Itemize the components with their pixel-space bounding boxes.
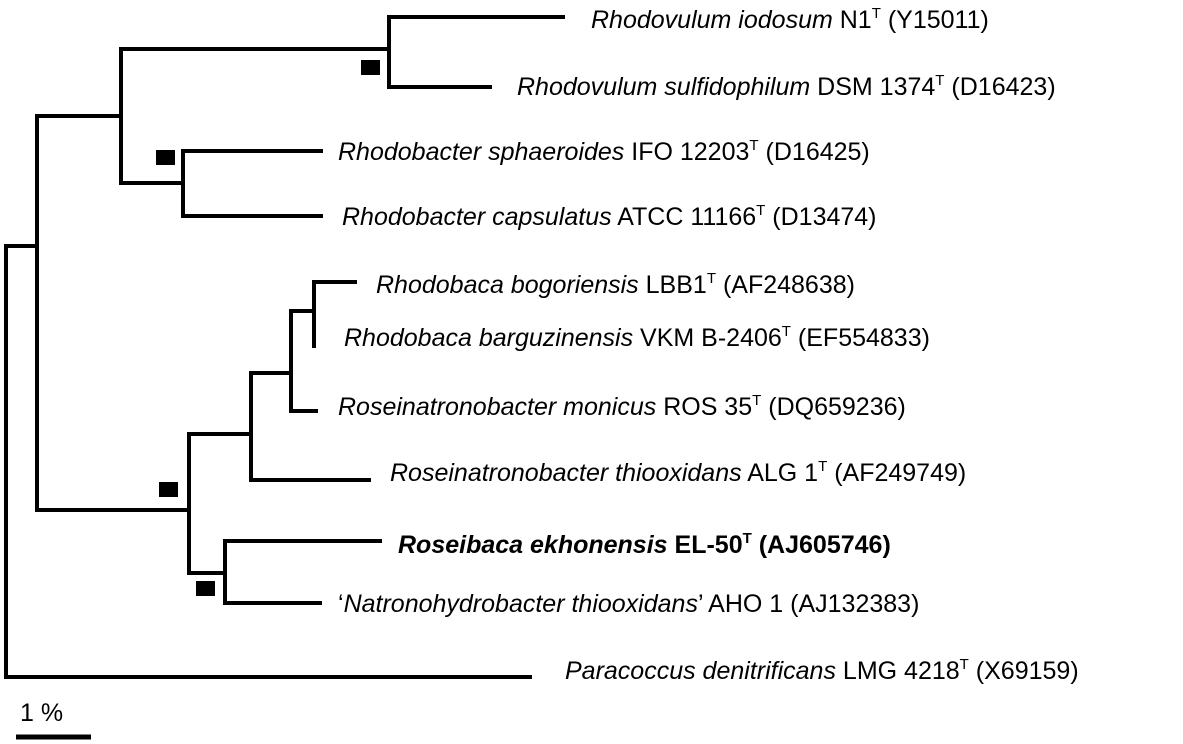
taxon-label: ‘Natronohydrobacter thiooxidans’ AHO 1 (… [338, 590, 919, 618]
taxon-label: Rhodobacter capsulatus ATCC 11166T (D134… [342, 202, 877, 231]
taxon-label: Rhodovulum iodosum N1T (Y15011) [591, 5, 989, 34]
scale-bar: 1 % [16, 699, 91, 740]
node-marker-rhodovulum [361, 60, 380, 75]
taxon-label: Roseinatronobacter thiooxidans ALG 1T (A… [390, 458, 966, 487]
node-marker-rhodobacter [156, 150, 175, 165]
scale-bar-label: 1 % [20, 699, 63, 727]
taxon-label: Rhodobaca bogoriensis LBB1T (AF248638) [376, 270, 855, 299]
taxon-labels: Rhodovulum iodosum N1T (Y15011) Rhodovul… [338, 5, 1079, 685]
taxon-label-highlighted: Roseibaca ekhonensis EL-50T (AJ605746) [398, 530, 891, 559]
tree-branches [4, 15, 565, 679]
taxon-label: Rhodobacter sphaeroides IFO 12203T (D164… [338, 137, 870, 166]
taxon-label: Rhodovulum sulfidophilum DSM 1374T (D164… [517, 72, 1056, 101]
node-marker-alkaliphilic-clade [159, 482, 178, 497]
taxon-label: Rhodobaca barguzinensis VKM B-2406T (EF5… [344, 323, 930, 352]
taxon-label: Paracoccus denitrificans LMG 4218T (X691… [565, 656, 1079, 685]
node-markers [156, 60, 380, 596]
node-marker-roseibaca-natronohydrobacter [196, 581, 215, 596]
taxon-label: Roseinatronobacter monicus ROS 35T (DQ65… [338, 392, 906, 421]
